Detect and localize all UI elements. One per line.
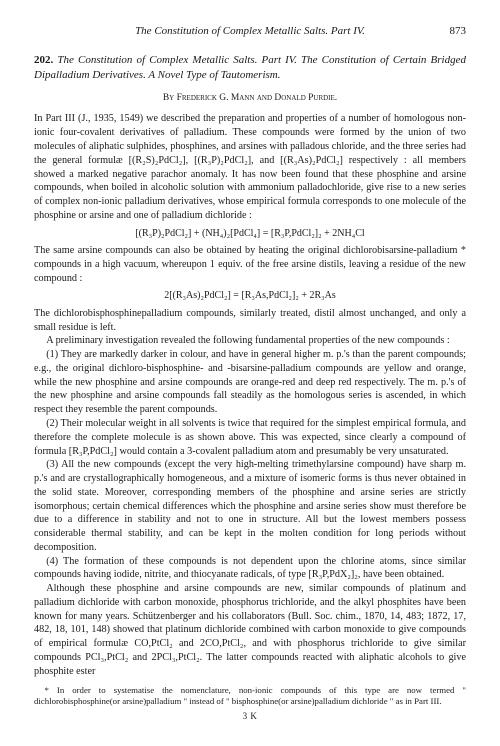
footnote: * In order to systematise the nomenclatu… <box>34 685 466 709</box>
paragraph-5: Although these phosphine and arsine comp… <box>34 582 466 678</box>
formula-2: 2[(R₃As)₂PdCl₂] = [R₃As,PdCl₂]₂ + 2R₃As <box>34 289 466 303</box>
paragraph-3: The dichlorobisphosphinepalladium compou… <box>34 307 466 335</box>
item-2: (2) Their molecular weight in all solven… <box>34 417 466 458</box>
page-number: 873 <box>450 24 467 39</box>
article-title-block: 202. The Constitution of Complex Metalli… <box>34 53 466 84</box>
item-1: (1) They are markedly darker in colour, … <box>34 348 466 417</box>
formula-1: [(R₃P)₂PdCl₂] + (NH₄)₂[PdCl₄] = [R₃P,PdC… <box>34 227 466 241</box>
item-3: (3) All the new compounds (except the ve… <box>34 458 466 554</box>
paragraph-1: In Part III (J., 1935, 1549) we describe… <box>34 112 466 222</box>
article-number: 202. <box>34 54 53 66</box>
paragraph-2: The same arsine compounds can also be ob… <box>34 244 466 285</box>
signature-mark: 3 K <box>34 710 466 722</box>
paragraph-4: A preliminary investigation revealed the… <box>34 334 466 348</box>
item-4: (4) The formation of these compounds is … <box>34 555 466 583</box>
running-title: The Constitution of Complex Metallic Sal… <box>135 25 365 37</box>
article-title: The Constitution of Complex Metallic Sal… <box>34 54 466 81</box>
authors: By Frederick G. Mann and Donald Purdie. <box>34 92 466 105</box>
running-header: The Constitution of Complex Metallic Sal… <box>34 24 466 39</box>
